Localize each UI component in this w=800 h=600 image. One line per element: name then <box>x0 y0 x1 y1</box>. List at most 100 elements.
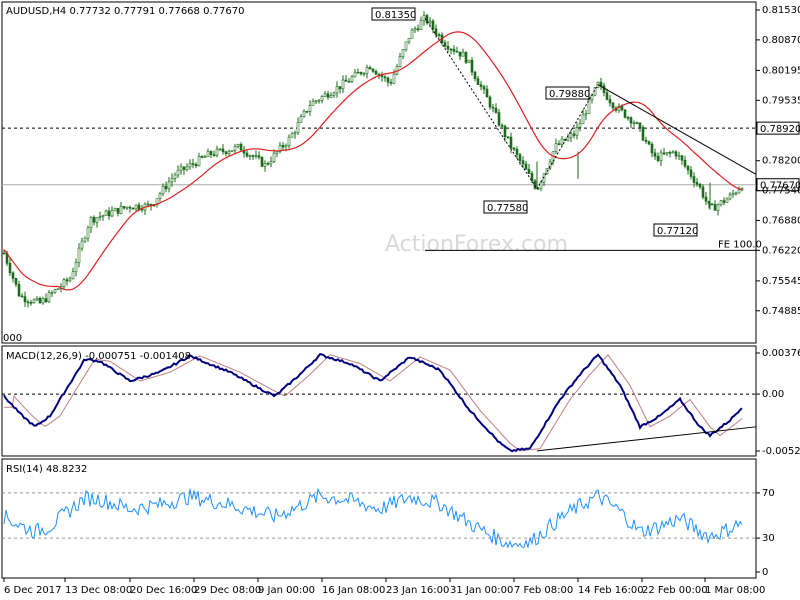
time-tick-label: 1 Mar 08:00 <box>705 585 765 596</box>
candle-body <box>626 117 630 119</box>
time-tick-label: 16 Jan 08:00 <box>322 585 385 596</box>
candle-body <box>719 200 723 206</box>
macd-title: MACD(12,26,9) -0.000751 -0.001408 <box>6 351 191 362</box>
candle-body <box>98 216 102 218</box>
candle-body <box>185 166 189 170</box>
candle-body <box>74 262 78 273</box>
candle-body <box>26 301 30 304</box>
candle-body <box>722 200 726 203</box>
candle-body <box>332 92 336 96</box>
candle-body <box>221 148 225 152</box>
candle-body <box>599 81 603 87</box>
candle-body <box>470 59 474 73</box>
candle-body <box>452 48 456 52</box>
candle-body <box>689 169 693 177</box>
candle-body <box>77 247 81 263</box>
retracement-line <box>536 84 599 190</box>
candle-body <box>641 127 645 141</box>
candle-body <box>608 99 612 104</box>
candle-body <box>203 156 207 158</box>
candle-body <box>692 176 696 183</box>
candle-body <box>341 79 345 90</box>
candle-body <box>620 106 624 111</box>
candle-body <box>656 156 660 162</box>
candle-body <box>335 86 339 94</box>
candle-body <box>407 37 411 43</box>
fibonacci-extension-label: FE 100.0 <box>718 239 762 250</box>
candle-body <box>251 155 255 157</box>
candle-body <box>737 189 741 194</box>
price-annotation-box <box>483 200 528 214</box>
candle-body <box>71 271 75 280</box>
candle-body <box>68 278 72 282</box>
candle-body <box>227 151 231 154</box>
candle-body <box>695 182 699 185</box>
time-tick-label: 7 Feb 08:00 <box>514 585 573 596</box>
time-tick-label: 29 Dec 08:00 <box>194 585 261 596</box>
candle-body <box>629 117 633 124</box>
candle-body <box>254 155 258 157</box>
candle-body <box>578 123 582 128</box>
rsi-tick-label: 70 <box>762 488 775 499</box>
candle-body <box>104 210 108 216</box>
candle-body <box>683 159 687 167</box>
price-annotation-box <box>545 86 590 100</box>
candle-body <box>92 216 96 223</box>
rsi-plot: 70 30 0 <box>2 487 775 578</box>
candle-body <box>224 151 228 154</box>
candle-body <box>734 192 738 195</box>
time-tick-label: 20 Dec 16:00 <box>130 585 197 596</box>
time-tick-label: 6 Dec 2017 <box>4 585 62 596</box>
price-level-box <box>756 121 800 135</box>
candle-body <box>14 277 18 285</box>
price-tick-label: 0.75545 <box>762 276 800 287</box>
candle-body <box>233 146 237 151</box>
candle-body <box>65 279 69 282</box>
candle-body <box>665 152 669 155</box>
candle-body <box>218 148 222 151</box>
price-annotation-box <box>371 7 416 21</box>
candle-body <box>206 151 210 157</box>
macd-panel <box>1 345 757 457</box>
candle-body <box>53 289 57 293</box>
candle-body <box>389 81 393 84</box>
candle-body <box>23 296 27 303</box>
candle-body <box>383 76 387 79</box>
candle-body <box>131 207 135 210</box>
candle-body <box>287 136 291 146</box>
price-title: AUDUSD,H4 0.77732 0.77791 0.77668 0.7767… <box>6 6 244 17</box>
candle-body <box>521 160 525 165</box>
candle-body <box>446 46 450 50</box>
candle-body <box>668 152 672 154</box>
candle-body <box>125 206 129 209</box>
candle-body <box>272 152 276 162</box>
candle-body <box>260 156 264 167</box>
candle-body <box>533 180 537 189</box>
macd-trendline <box>536 426 757 452</box>
candle-body <box>524 163 528 170</box>
candle-body <box>413 28 417 31</box>
candle-body <box>623 109 627 118</box>
price-annotation-label: 0.81350 <box>375 10 416 21</box>
candle-body <box>539 181 543 189</box>
candle-body <box>107 210 111 217</box>
candle-body <box>167 181 171 190</box>
candle-body <box>245 152 249 157</box>
candle-body <box>2 252 6 255</box>
candle-body <box>164 185 168 190</box>
candle-body <box>116 208 120 214</box>
candle-body <box>353 71 357 78</box>
candle-body <box>662 152 666 155</box>
price-levels: 0.78920 0.77670 FE 100.0 <box>2 121 800 251</box>
candle-body <box>710 203 714 206</box>
candle-body <box>548 161 552 169</box>
candle-body <box>374 70 378 75</box>
price-axis: 0.81530 0.80870 0.80195 0.79535 0.78200 0.775… <box>756 5 800 317</box>
candle-body <box>194 163 198 167</box>
time-tick-label: 9 Jan 00:00 <box>258 585 315 596</box>
candle-body <box>491 106 495 109</box>
candle-body <box>32 299 36 304</box>
candle-body <box>506 136 510 139</box>
candle-body <box>329 95 333 98</box>
